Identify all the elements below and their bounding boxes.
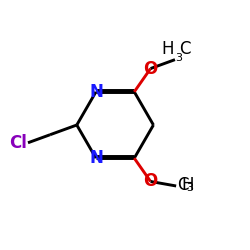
Text: H: H: [182, 176, 194, 194]
Text: Cl: Cl: [9, 134, 27, 152]
Text: C: C: [178, 176, 189, 194]
Text: C: C: [180, 40, 191, 58]
Text: 3: 3: [186, 184, 194, 194]
Text: N: N: [89, 149, 103, 167]
Text: N: N: [89, 83, 103, 101]
Text: O: O: [144, 172, 158, 190]
Text: 3: 3: [175, 52, 182, 62]
Text: H: H: [161, 40, 174, 58]
Text: O: O: [144, 60, 158, 78]
